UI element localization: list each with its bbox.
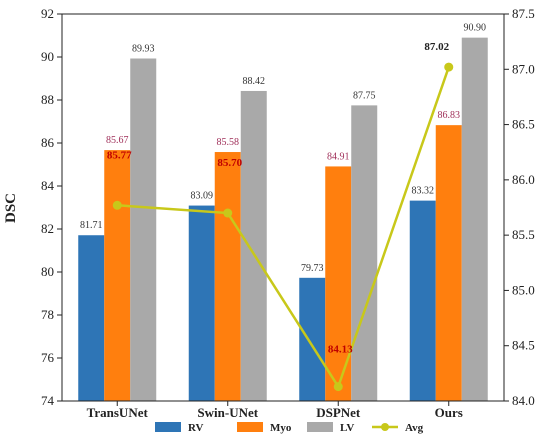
bar-label-myo-4: 86.83 [438,110,461,121]
y-tick-label-74: 74 [41,393,55,408]
legend-label-myo: Myo [270,422,292,434]
bar-label-lv-1: 89.93 [132,44,155,55]
bar-rv-2 [188,205,215,401]
bar-label-rv-1: 81.71 [80,220,103,231]
y2-tick-label-84.0: 84.0 [512,393,535,408]
bar-label-myo-1: 85.67 [106,135,129,146]
x-tick-label-1: TransUNet [87,405,149,420]
y2-tick-label-86.5: 86.5 [512,117,535,132]
legend-swatch-lv [307,422,333,432]
bar-label-lv-2: 88.42 [243,76,266,87]
legend-label-rv: RV [188,422,204,434]
y2-tick-label-84.5: 84.5 [512,338,535,353]
avg-label-1: 85.77 [107,149,132,161]
x-tick-label-2: Swin-UNet [197,405,258,420]
bar-label-rv-3: 79.73 [301,263,324,274]
avg-point-3 [333,382,343,392]
bar-label-rv-2: 83.09 [191,191,214,202]
bar-label-lv-3: 87.75 [353,90,376,101]
y2-tick-label-87.5: 87.5 [512,6,535,21]
y-tick-label-88: 88 [41,92,54,107]
y-axis-title: DSC [3,193,19,223]
x-tick-label-4: Ours [435,405,463,420]
plot-frame [61,13,505,402]
y-tick-label-86: 86 [41,135,55,150]
y2-tick-label-86.0: 86.0 [512,172,535,187]
bar-label-myo-3: 84.91 [327,151,350,162]
avg-point-2 [223,208,233,218]
bar-lv-3 [351,105,378,401]
y2-tick-label-85.5: 85.5 [512,227,535,242]
y-tick-label-82: 82 [41,221,54,236]
bar-myo-4 [435,125,462,401]
bar-myo-1 [104,150,131,401]
bar-myo-3 [325,166,352,401]
y-tick-label-76: 76 [41,350,55,365]
avg-label-3: 84.13 [328,344,353,356]
bar-rv-4 [409,200,436,401]
bar-label-rv-4: 83.32 [412,186,435,197]
legend-label-avg: Avg [405,422,424,434]
avg-line-layer: 85.77 85.70 84.13 87.02 [107,41,454,392]
y-tick-label-92: 92 [41,6,54,21]
legend-swatch-rv [155,422,181,432]
bar-labels-layer: 81.71 85.67 89.93 83.09 85.58 88.42 79.73 84.91… [80,23,486,274]
y-tick-label-80: 80 [41,264,54,279]
bar-rv-1 [78,235,105,401]
legend-swatch-myo [237,422,263,432]
avg-line [117,66,450,390]
bar-myo-2 [214,152,241,401]
avg-point-1 [112,200,122,210]
avg-label-4: 87.02 [424,41,449,53]
bar-lv-4 [461,37,488,402]
bar-lv-2 [240,90,267,401]
bar-rv-3 [299,277,326,401]
y-tick-label-78: 78 [41,307,54,322]
y2-tick-label-85.0: 85.0 [512,282,535,297]
y2-tick-label-87.0: 87.0 [512,61,535,76]
legend-label-lv: LV [340,422,354,434]
bar-label-myo-2: 85.58 [217,137,240,148]
bar-label-lv-4: 90.90 [464,23,487,34]
bars-layer [78,37,488,402]
x-tick-label-3: DSPNet [316,405,361,420]
avg-point-4 [444,62,454,72]
bar-lv-1 [130,58,157,401]
legend: RV Myo LV Avg [155,422,424,434]
avg-label-2: 85.70 [217,157,242,169]
legend-marker-avg [381,423,389,431]
y-tick-label-90: 90 [41,49,54,64]
axes-layer: 74 76 78 80 82 84 86 88 90 92 84.0 84.5 85.0 85.5 86.0… [41,6,535,420]
y-tick-label-84: 84 [41,178,55,193]
